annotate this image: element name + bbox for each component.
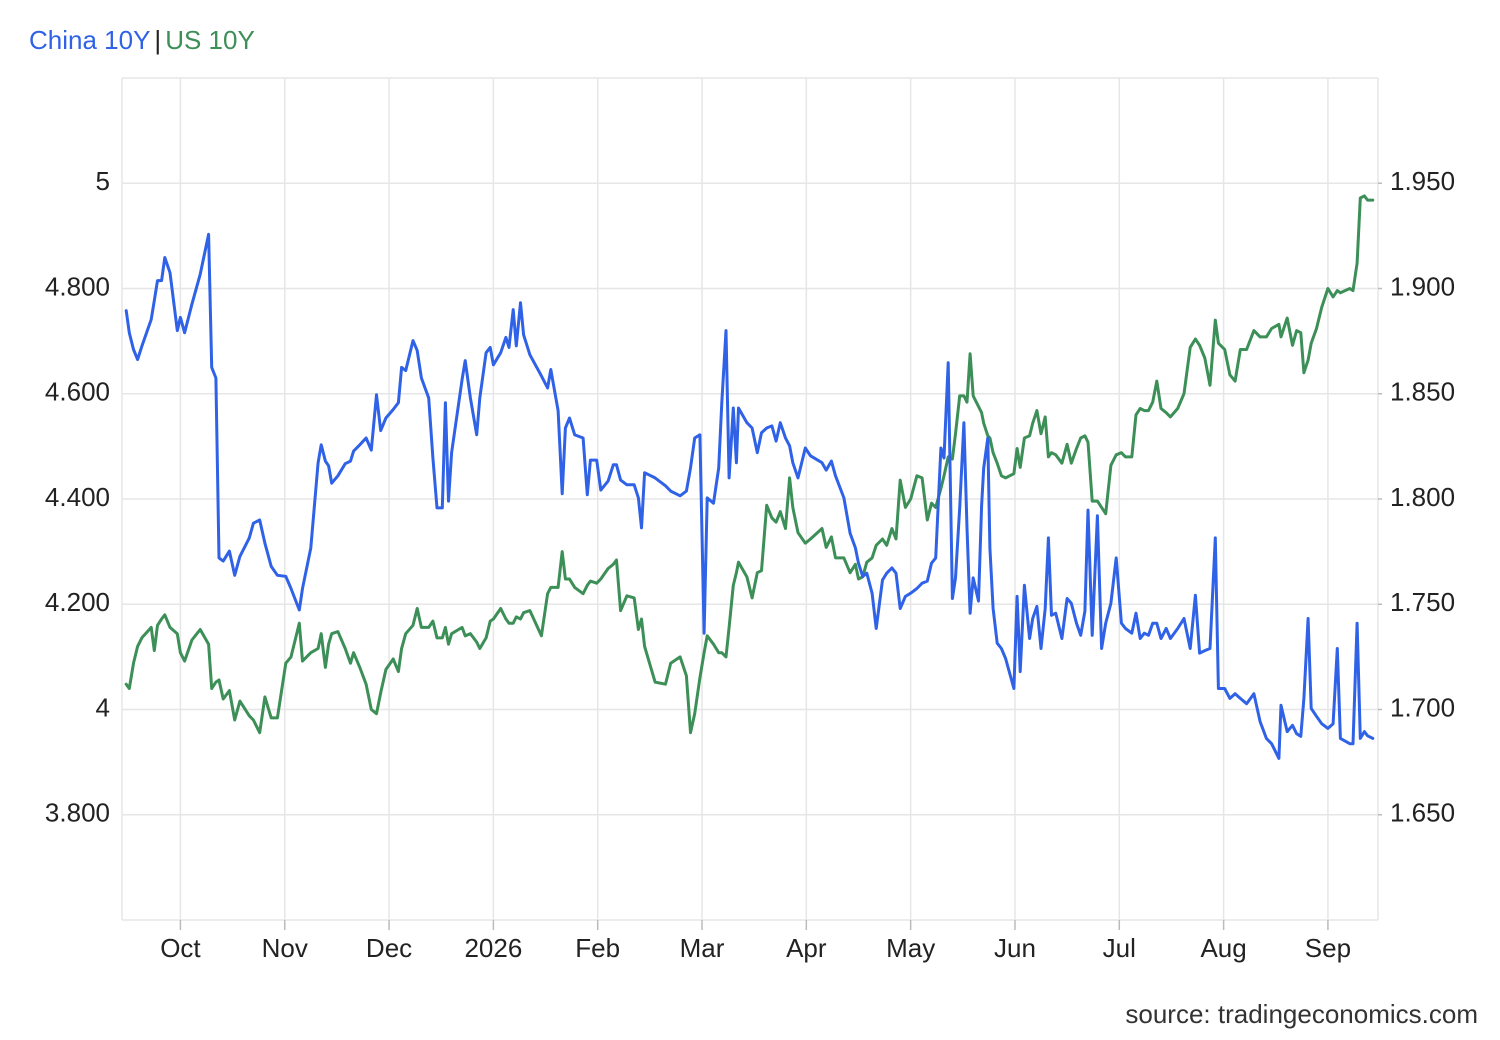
x-tick-label: Jun	[994, 933, 1036, 963]
legend-entry: US 10Y	[165, 25, 255, 55]
y2-tick-label: 1.850	[1390, 377, 1455, 407]
y-tick-label: 4.200	[45, 587, 110, 617]
y-tick-label: 4.400	[45, 482, 110, 512]
y-tick-label: 3.800	[45, 798, 110, 828]
legend: China 10Y | US 10Y	[29, 22, 259, 58]
y2-tick-label: 1.900	[1390, 271, 1455, 301]
x-tick-label: Aug	[1200, 933, 1246, 963]
y-tick-label: 4	[96, 692, 110, 722]
x-tick-label: Oct	[160, 933, 201, 963]
x-tick-label: Mar	[680, 933, 725, 963]
y-tick-label: 5	[96, 166, 110, 196]
x-tick-label: Sep	[1305, 933, 1351, 963]
x-tick-label: Feb	[575, 933, 620, 963]
series-line	[124, 232, 1375, 760]
x-tick-label: 2026	[464, 933, 522, 963]
source-note: source: tradingeconomics.com	[1125, 999, 1478, 1029]
x-tick-label: Dec	[366, 933, 412, 963]
x-tick-label: Apr	[786, 933, 827, 963]
y2-tick-label: 1.750	[1390, 587, 1455, 617]
y2-tick-label: 1.650	[1390, 798, 1455, 828]
x-tick-label: Nov	[262, 933, 308, 963]
x-tick-label: Jul	[1103, 933, 1136, 963]
y2-tick-label: 1.800	[1390, 482, 1455, 512]
y2-tick-label: 1.700	[1390, 692, 1455, 722]
y-tick-label: 4.800	[45, 271, 110, 301]
y2-tick-label: 1.950	[1390, 166, 1455, 196]
legend-separator: |	[154, 25, 162, 55]
x-tick-label: May	[886, 933, 935, 963]
legend-entry: China 10Y	[29, 25, 151, 55]
series-line	[124, 194, 1375, 735]
y-tick-label: 4.600	[45, 377, 110, 407]
